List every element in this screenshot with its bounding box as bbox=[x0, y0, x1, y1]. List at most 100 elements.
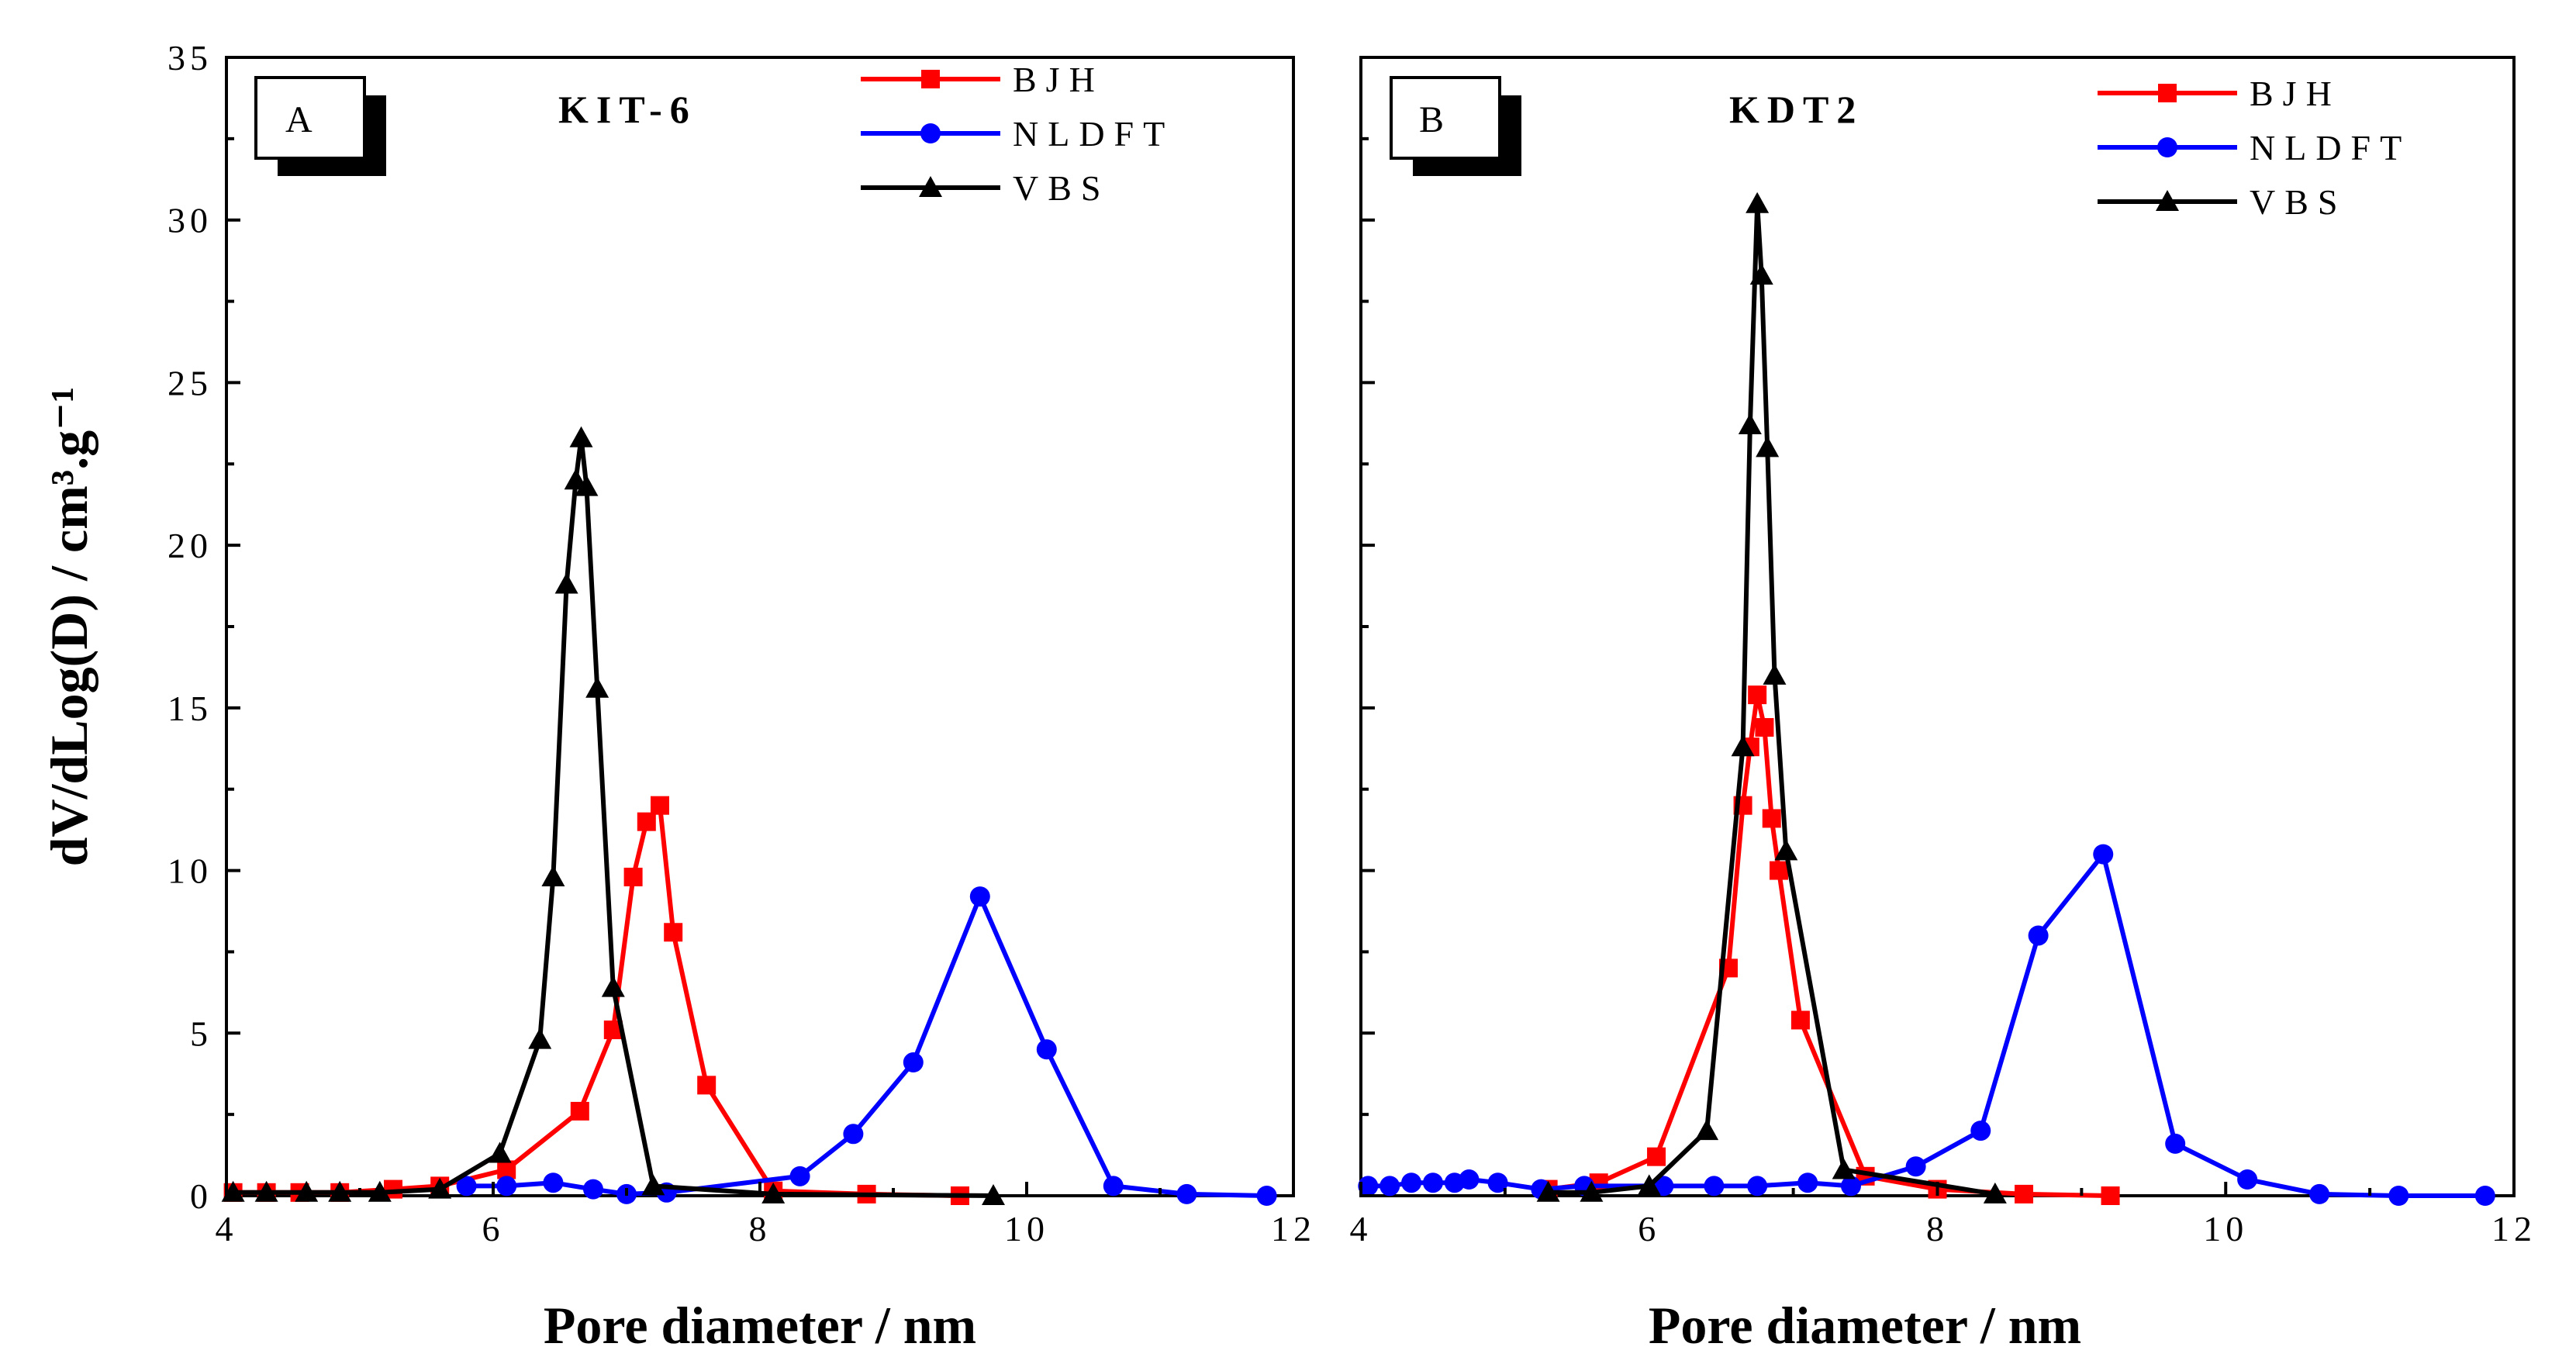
panel-a-legend-label-nldft: NLDFT bbox=[1013, 114, 1174, 154]
panel-a-legend-label-vbs: VBS bbox=[1013, 168, 1110, 208]
panel-a-series bbox=[221, 426, 1277, 1206]
panel-a-vbs-line bbox=[233, 435, 994, 1198]
panel-a-bjh-point bbox=[623, 867, 643, 886]
panel-b-legend-label-bjh: BJH bbox=[2250, 74, 2341, 113]
panel-b-vbs-point bbox=[1580, 1180, 1604, 1202]
panel-a-vbs-point bbox=[585, 676, 609, 698]
panel-b-series bbox=[1358, 192, 2495, 1206]
panel-a-legend: BJH NLDFT VBS bbox=[861, 60, 1174, 208]
panel-b-legend-marker-bjh bbox=[2158, 84, 2177, 102]
panel-a-title: KIT-6 bbox=[558, 88, 697, 131]
panel-a-vbs-point bbox=[541, 865, 565, 886]
panel-b-nldft-point bbox=[1704, 1176, 1725, 1197]
panel-b-nldft-point bbox=[1970, 1121, 1991, 1141]
panel-b-nldft-point bbox=[1459, 1169, 1480, 1190]
panel-a-label: A bbox=[285, 99, 313, 140]
panel-b-nldft-point bbox=[2165, 1133, 2186, 1154]
panel-b-x-tick-label: 8 bbox=[1926, 1209, 1949, 1248]
panel-b-x-tick-label: 4 bbox=[1350, 1209, 1373, 1248]
panel-a-x-tick-label: 10 bbox=[1004, 1209, 1049, 1248]
panel-b-vbs-point bbox=[1746, 192, 1770, 213]
panel-a-nldft-point bbox=[1036, 1039, 1057, 1060]
panel-b-vbs-point bbox=[1695, 1119, 1719, 1141]
panel-a-x-tick-label: 4 bbox=[216, 1209, 238, 1248]
panel-b-nldft-point bbox=[2309, 1183, 2330, 1204]
panel-b-vbs-line bbox=[1548, 201, 1996, 1197]
panel-a-y-tick-label: 5 bbox=[190, 1014, 212, 1053]
panel-a-y-tick-label: 30 bbox=[167, 201, 212, 240]
panel-a-vbs-point bbox=[254, 1180, 278, 1202]
panel-a-vbs-point bbox=[569, 426, 593, 447]
panel-b-nldft-point bbox=[1401, 1172, 1422, 1193]
panel-b-vbs-point bbox=[1756, 436, 1780, 458]
panel-a-nldft-point bbox=[1256, 1186, 1277, 1206]
panel-b-nldft-point bbox=[1747, 1176, 1768, 1197]
panel-a-bjh-point bbox=[664, 923, 683, 942]
panel-b-nldft-point bbox=[1797, 1172, 1818, 1193]
panel-b-bjh-point bbox=[1790, 1010, 1810, 1030]
panel-b-label: B bbox=[1419, 99, 1444, 140]
panel-b-nldft-line bbox=[1368, 851, 2485, 1198]
panel-a-label-box bbox=[254, 76, 366, 160]
panel-b-bjh-point bbox=[1755, 718, 1774, 737]
panel-a-legend-marker-bjh bbox=[921, 70, 940, 88]
panel-b-nldft-point bbox=[1380, 1176, 1400, 1197]
panel-b-ticks: 4 6 8 10 12 bbox=[1350, 56, 2536, 1248]
panel-a-ticks: 4 6 8 10 12 0 5 10 15 20 25 30 35 bbox=[167, 38, 1316, 1248]
panel-b-plot-frame bbox=[1359, 56, 2516, 1197]
panel-a-nldft-point bbox=[1103, 1176, 1124, 1197]
panel-b-nldft-point bbox=[1905, 1156, 1926, 1177]
panel-b-x-tick-label: 6 bbox=[1638, 1209, 1660, 1248]
panel-b-vbs-point bbox=[1763, 663, 1787, 685]
panel-b-bjh-point bbox=[1748, 686, 1767, 705]
panel-a-legend-marker-nldft bbox=[920, 123, 941, 143]
panel-b-label-box bbox=[1390, 76, 1501, 160]
panel-a-bjh-point bbox=[697, 1076, 717, 1095]
panel-a-vbs-point bbox=[982, 1184, 1005, 1205]
panel-a-vbs-point bbox=[488, 1141, 512, 1163]
panel-a-vbs-point bbox=[554, 572, 578, 594]
panel-a-vbs-point bbox=[428, 1177, 452, 1199]
panel-b-bjh-line bbox=[1548, 692, 2111, 1198]
panel-b-legend-label-vbs: VBS bbox=[2250, 182, 2346, 222]
panel-a-series-bjh bbox=[223, 796, 969, 1205]
panel-a-nldft-point bbox=[789, 1166, 810, 1186]
panel-a-y-tick-label: 0 bbox=[190, 1176, 212, 1216]
panel-a-plot-frame bbox=[225, 56, 1295, 1197]
panel-b-x-tick-label: 12 bbox=[2491, 1209, 2536, 1248]
panel-a-nldft-point bbox=[496, 1176, 517, 1197]
panel-b-bjh-point bbox=[2015, 1184, 2034, 1204]
panel-b-vbs-point bbox=[1738, 413, 1762, 434]
panel-a-y-tick-label: 15 bbox=[167, 689, 212, 728]
panel-b-vbs-point bbox=[1731, 735, 1755, 757]
panel-a-nldft-point bbox=[456, 1176, 477, 1197]
panel-b-nldft-point bbox=[2028, 925, 2049, 946]
panel-a-vbs-point bbox=[641, 1174, 665, 1196]
panel-a-legend-marker-vbs bbox=[919, 176, 942, 197]
panel-a-nldft-point bbox=[543, 1172, 564, 1193]
panel-a-nldft-point bbox=[969, 886, 990, 907]
panel-a-vbs-point bbox=[575, 475, 599, 496]
panel-b-bjh-point bbox=[1762, 809, 1781, 828]
panel-a-x-axis-title: Pore diameter / nm bbox=[544, 1296, 976, 1355]
panel-a-vbs-point bbox=[368, 1180, 392, 1202]
panel-a-x-tick-label: 12 bbox=[1271, 1209, 1316, 1248]
panel-b-vbs-point bbox=[1983, 1182, 2007, 1204]
panel-a-bjh-point bbox=[637, 812, 656, 831]
panel-a-y-tick-label: 35 bbox=[167, 38, 212, 78]
panel-a-vbs-point bbox=[761, 1182, 786, 1204]
panel-b-legend-marker-vbs bbox=[2156, 190, 2179, 211]
panel-b-nldft-point bbox=[1487, 1172, 1508, 1193]
panel-b-nldft-point bbox=[1840, 1176, 1861, 1197]
panel-b-vbs-point bbox=[1749, 264, 1773, 285]
panel-b-nldft-point bbox=[2237, 1169, 2258, 1190]
panel-a-vbs-point bbox=[295, 1180, 319, 1202]
panel-b-nldft-point bbox=[2474, 1186, 2495, 1206]
panel-a-vbs-point bbox=[328, 1180, 352, 1202]
panel-a-legend-label-bjh: BJH bbox=[1013, 60, 1104, 99]
panel-a-y-tick-label: 20 bbox=[167, 526, 212, 565]
panel-b-legend-marker-nldft bbox=[2157, 137, 2177, 157]
panel-b-series-vbs bbox=[1536, 192, 2007, 1204]
panel-b-bjh-point bbox=[2101, 1186, 2120, 1205]
